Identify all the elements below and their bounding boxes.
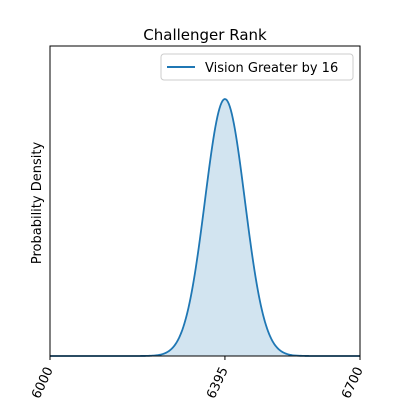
chart-title: Challenger Rank <box>143 26 267 44</box>
axes-frame <box>49 45 361 357</box>
legend-label: Vision Greater by 16 <box>205 61 338 76</box>
legend: Vision Greater by 16 <box>160 53 354 81</box>
legend-box <box>160 53 354 81</box>
y-axis-label: Probability Density <box>30 142 45 265</box>
density-area-fill <box>50 99 360 356</box>
